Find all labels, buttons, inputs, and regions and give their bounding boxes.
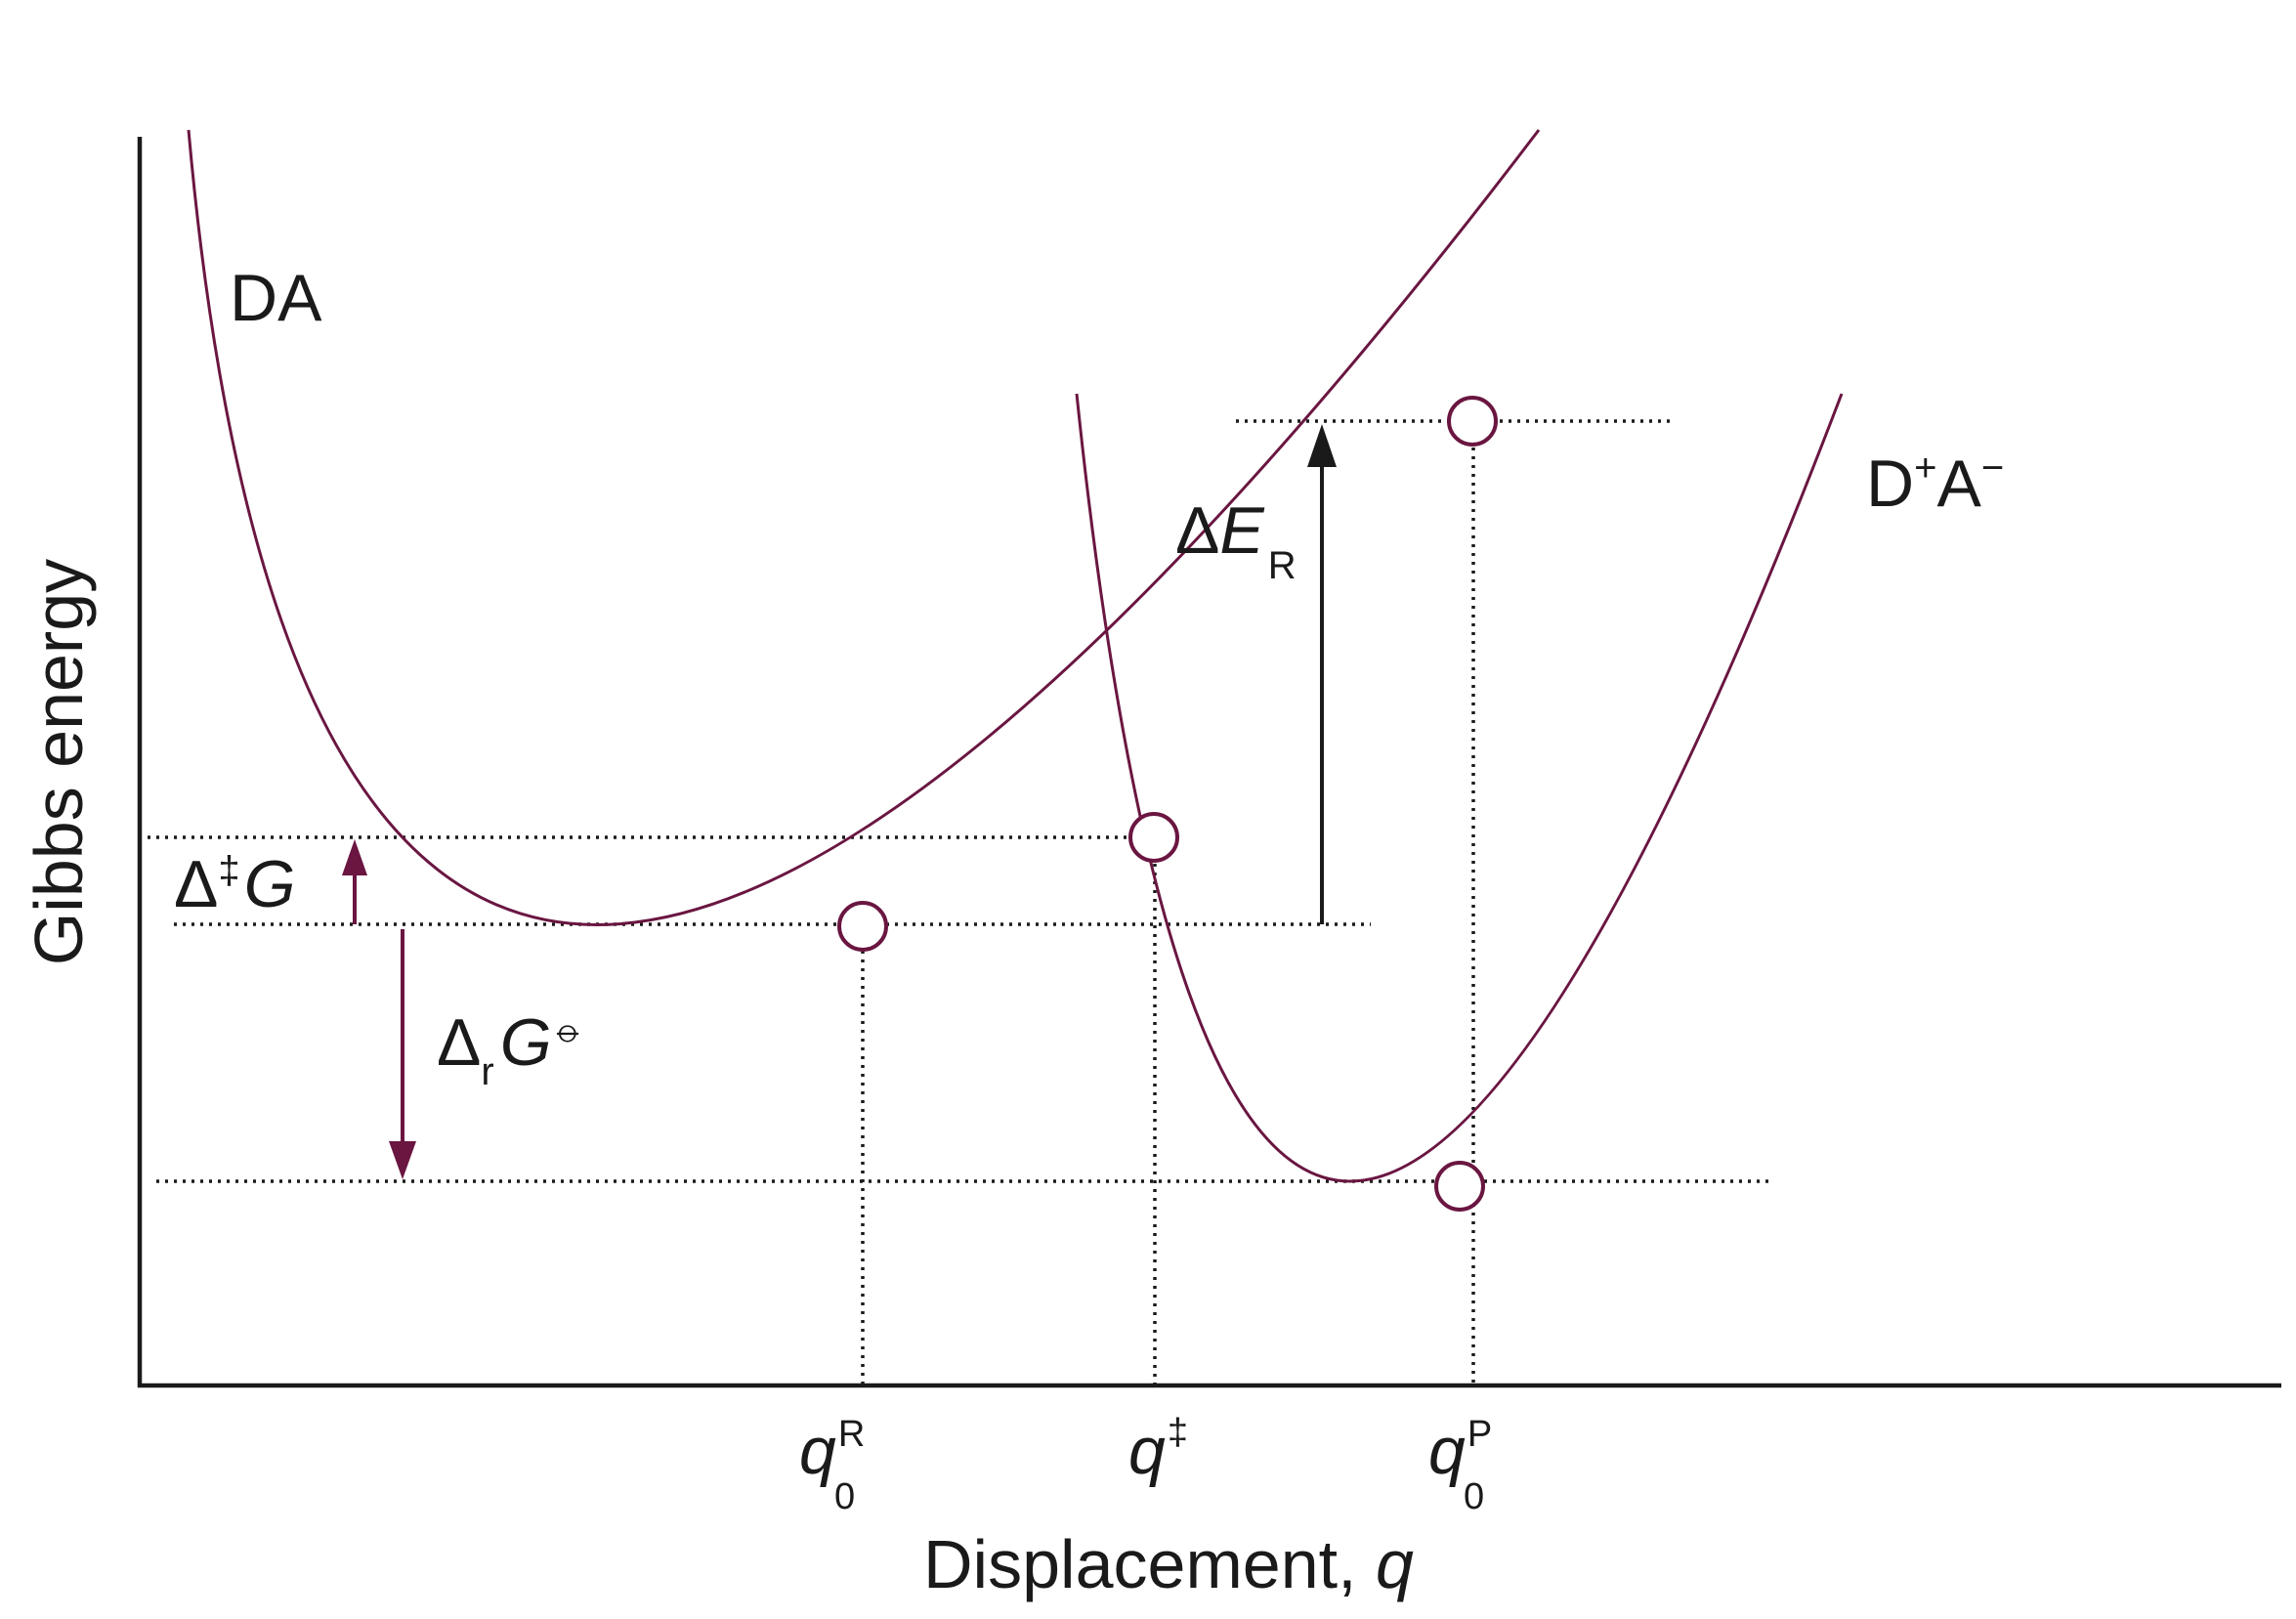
reactant-minimum-point [837, 901, 888, 952]
reorganization-energy-arrow [1307, 424, 1337, 924]
tick-label-q0P: qP 0 [1428, 1414, 1492, 1517]
reorganization-energy-label: ΔE R [1175, 493, 1297, 587]
vertical-excitation-point [1447, 396, 1498, 447]
tick-label-q0R: qR 0 [799, 1414, 865, 1517]
activation-arrow [342, 839, 367, 924]
axes [137, 137, 2281, 1388]
reaction-arrow-head [389, 1141, 416, 1179]
reactant-curve-label: DA [230, 261, 322, 335]
points [837, 396, 1498, 1212]
product-minimum-point [1434, 1161, 1485, 1212]
transition-state-point [1128, 812, 1179, 863]
y-axis-title: Gibbs energy [21, 559, 97, 965]
reaction-free-energy-arrow [389, 929, 416, 1179]
tick-label-qdag: q‡ [1128, 1412, 1188, 1488]
reaction-free-energy-label: ΔrG⦵ [437, 1005, 584, 1093]
x-axis-title: Displacement, q [923, 1526, 1414, 1602]
guide-lines [139, 419, 1771, 1385]
reactant-curve-da [187, 129, 1541, 926]
product-curve-dpam [1075, 393, 1844, 1183]
activation-arrow-head [342, 839, 367, 875]
reorganization-arrow-head [1307, 424, 1337, 467]
product-curve-label: D+A− [1866, 447, 2004, 521]
activation-energy-label: Δ‡G [174, 847, 296, 921]
